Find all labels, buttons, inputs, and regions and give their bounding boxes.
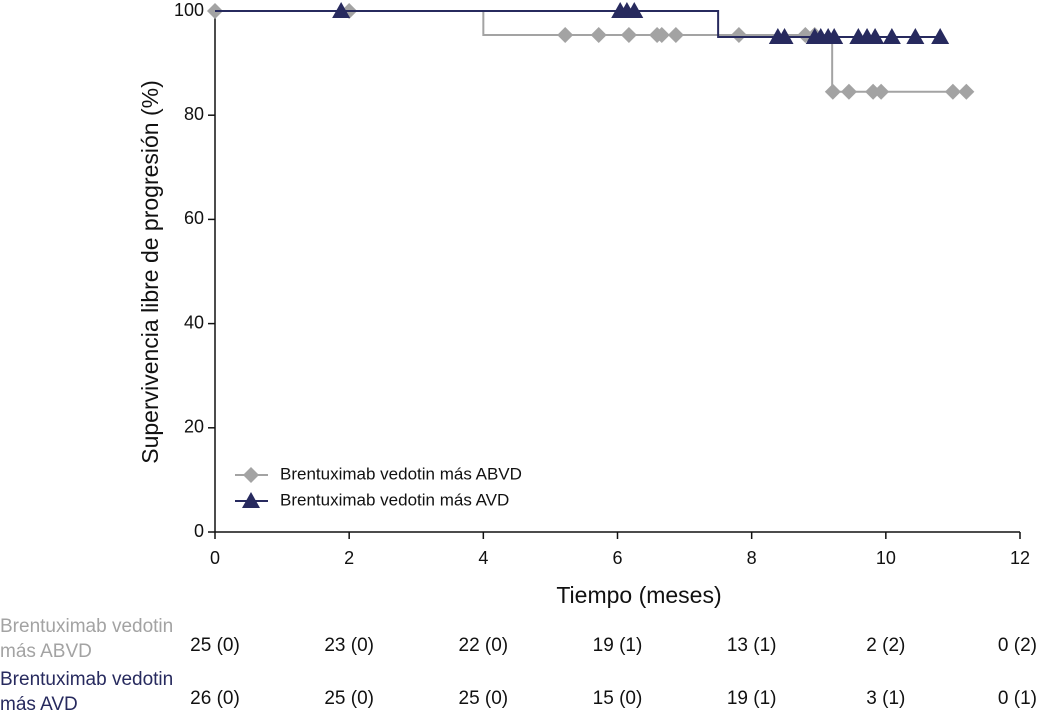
censor-marker (866, 28, 885, 45)
censor-marker (882, 28, 901, 45)
risk-cell: 3 (1) (866, 688, 905, 709)
censor-marker (865, 83, 882, 100)
censor-marker (840, 83, 857, 100)
legend-label: Brentuximab vedotin más AVD (280, 490, 509, 509)
censor-marker (243, 467, 259, 483)
risk-cell: 26 (0) (190, 688, 240, 709)
y-tick-label: 40 (184, 312, 204, 332)
x-tick-label: 6 (612, 548, 622, 568)
y-tick-label: 60 (184, 208, 204, 228)
x-tick-label: 4 (478, 548, 488, 568)
censor-marker (730, 26, 747, 43)
censor-marker (590, 26, 607, 43)
censor-marker (824, 83, 841, 100)
censor-marker (667, 26, 684, 43)
censor-marker (653, 26, 670, 43)
risk-cell: 19 (1) (593, 635, 643, 656)
risk-cell: 2 (2) (866, 635, 905, 656)
y-tick-label: 100 (174, 0, 204, 20)
x-tick-label: 10 (876, 548, 896, 568)
x-tick-label: 2 (344, 548, 354, 568)
censor-marker (931, 28, 950, 45)
risk-row-label: Brentuximab vedotin más AVD (0, 669, 174, 715)
censor-marker (958, 83, 975, 100)
censor-marker (242, 492, 260, 508)
x-axis-label: Tiempo (meses) (556, 582, 721, 608)
risk-cell: 15 (0) (593, 688, 643, 709)
censor-marker (825, 28, 844, 45)
y-tick-label: 80 (184, 104, 204, 124)
censor-marker (557, 26, 574, 43)
y-tick-label: 20 (184, 417, 204, 437)
x-tick-label: 8 (747, 548, 757, 568)
censor-marker (873, 83, 890, 100)
censor-marker (332, 2, 351, 18)
risk-cell: 23 (0) (324, 635, 374, 656)
legend-label: Brentuximab vedotin más ABVD (280, 464, 522, 483)
risk-cell: 25 (0) (459, 688, 509, 709)
x-tick-label: 0 (210, 548, 220, 568)
x-tick-label: 12 (1010, 548, 1030, 568)
y-axis-label: Supervivencia libre de progresión (%) (137, 80, 163, 464)
risk-cell: 25 (0) (190, 635, 240, 656)
risk-cell: 0 (1) (998, 688, 1037, 709)
censor-marker (906, 28, 925, 45)
risk-cell: 22 (0) (459, 635, 509, 656)
survival-curve (215, 10, 967, 93)
risk-row-label: Brentuximab vedotin más ABVD (0, 616, 174, 662)
y-tick-label: 0 (194, 521, 204, 541)
censor-marker (944, 83, 961, 100)
risk-cell: 25 (0) (324, 688, 374, 709)
censor-marker (620, 26, 637, 43)
risk-cell: 0 (2) (998, 635, 1037, 656)
risk-cell: 13 (1) (727, 635, 777, 656)
risk-cell: 19 (1) (727, 688, 777, 709)
censor-marker (775, 28, 794, 45)
censor-marker (625, 2, 644, 18)
